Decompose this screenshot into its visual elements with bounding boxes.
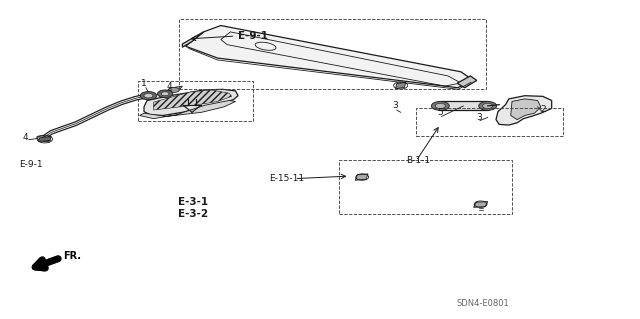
Text: 3: 3	[476, 113, 481, 122]
Circle shape	[479, 101, 497, 110]
Text: 5: 5	[438, 108, 443, 117]
Circle shape	[157, 90, 173, 98]
Circle shape	[431, 101, 449, 110]
Text: 4: 4	[23, 133, 28, 142]
Polygon shape	[355, 174, 368, 180]
Circle shape	[169, 87, 179, 93]
Polygon shape	[440, 101, 488, 110]
Polygon shape	[182, 32, 204, 47]
Polygon shape	[396, 82, 406, 89]
Polygon shape	[38, 137, 51, 142]
Circle shape	[140, 92, 157, 100]
Ellipse shape	[436, 101, 444, 110]
Text: E-9-1: E-9-1	[19, 160, 43, 169]
Text: SDN4-E0801: SDN4-E0801	[457, 299, 509, 308]
Polygon shape	[154, 90, 232, 110]
Polygon shape	[458, 76, 477, 88]
Polygon shape	[474, 202, 488, 207]
Polygon shape	[496, 96, 552, 125]
Circle shape	[435, 103, 445, 108]
Ellipse shape	[36, 136, 51, 142]
Text: 3: 3	[393, 101, 398, 110]
Text: FR.: FR.	[63, 251, 81, 261]
Text: E-3-2: E-3-2	[178, 209, 208, 219]
Text: E-3-1: E-3-1	[178, 197, 208, 207]
Text: E-15-11: E-15-11	[269, 174, 304, 183]
Circle shape	[161, 92, 169, 96]
Polygon shape	[140, 100, 236, 119]
Text: 2: 2	[540, 105, 545, 114]
Polygon shape	[511, 99, 541, 120]
Polygon shape	[186, 26, 474, 88]
Text: E-9-1: E-9-1	[238, 31, 268, 41]
Polygon shape	[166, 86, 182, 92]
Text: B-1-1: B-1-1	[406, 156, 431, 165]
Ellipse shape	[484, 101, 492, 110]
Circle shape	[483, 103, 493, 108]
Text: 4: 4	[167, 82, 172, 91]
Polygon shape	[144, 89, 238, 115]
Circle shape	[144, 93, 153, 98]
Text: 1: 1	[141, 79, 147, 88]
